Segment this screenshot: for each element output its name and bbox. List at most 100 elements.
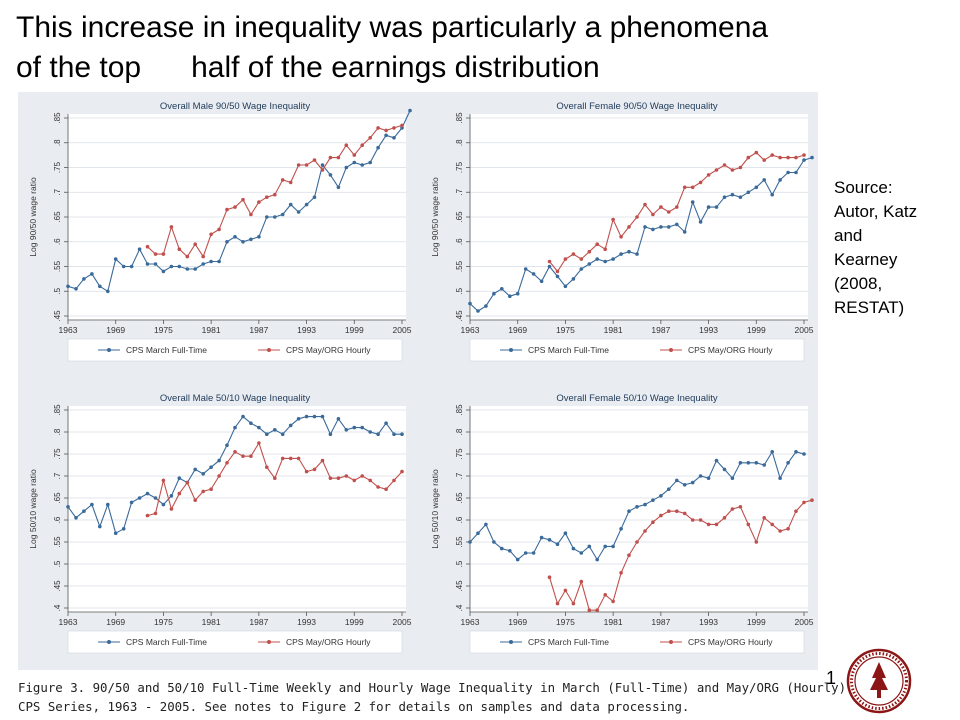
x-tick-label: 1993	[297, 325, 316, 335]
data-point	[360, 474, 365, 478]
y-tick-label: .7	[455, 188, 464, 195]
data-point	[778, 178, 782, 182]
data-point	[690, 185, 695, 190]
data-point	[98, 284, 102, 289]
data-point	[296, 456, 301, 461]
data-point	[400, 126, 404, 130]
data-point	[328, 173, 333, 177]
data-point	[233, 235, 237, 239]
data-point	[296, 417, 301, 421]
data-point	[153, 252, 158, 256]
data-point	[667, 487, 671, 491]
data-point	[368, 160, 373, 165]
legend-label: CPS May/ORG Hourly	[286, 637, 371, 647]
data-point	[611, 257, 615, 261]
data-point	[376, 485, 380, 489]
data-point	[169, 264, 174, 269]
data-point	[698, 220, 703, 224]
data-point	[468, 540, 472, 544]
y-tick-label: .85	[53, 112, 62, 124]
data-point	[754, 461, 759, 465]
legend-marker	[669, 640, 673, 644]
data-point	[722, 516, 727, 520]
data-point	[802, 452, 806, 456]
data-point	[794, 450, 798, 454]
data-point	[802, 153, 806, 157]
data-point	[225, 461, 229, 465]
data-point	[770, 153, 774, 157]
chart-panel-male-50-10: Overall Male 50/10 Wage Inequality .4 .45.…	[20, 386, 412, 668]
data-point	[376, 145, 380, 150]
data-point	[484, 304, 488, 308]
data-point	[257, 200, 261, 204]
x-tick-label: 1975	[154, 325, 173, 335]
data-point	[643, 202, 647, 207]
data-point	[492, 291, 496, 296]
data-point	[730, 476, 735, 480]
data-point	[722, 195, 727, 199]
x-tick-label: 1987	[249, 617, 268, 627]
data-point	[603, 544, 607, 549]
y-tick-label: .55	[455, 260, 464, 272]
legend-box	[67, 630, 403, 654]
data-point	[304, 469, 309, 474]
data-point	[225, 240, 229, 244]
data-point	[539, 279, 544, 284]
data-point	[714, 458, 719, 463]
data-point	[754, 150, 759, 155]
y-tick-label: .6	[455, 516, 464, 523]
data-point	[209, 259, 213, 264]
series-line	[548, 499, 813, 611]
legend-box	[67, 338, 403, 362]
data-point	[320, 458, 325, 463]
data-point	[384, 133, 388, 138]
data-point	[635, 252, 639, 256]
data-point	[619, 252, 623, 256]
y-tick-label: .6	[53, 238, 62, 245]
data-point	[675, 222, 679, 227]
data-point	[651, 520, 655, 524]
data-point	[611, 217, 615, 222]
data-point	[539, 535, 544, 540]
x-tick-label: 1975	[154, 617, 173, 627]
data-point	[312, 467, 317, 472]
data-point	[587, 608, 592, 612]
data-point	[802, 158, 806, 162]
data-point	[635, 215, 639, 219]
data-point	[746, 522, 751, 527]
data-point	[106, 502, 110, 507]
data-point	[74, 516, 78, 520]
data-point	[762, 158, 766, 162]
data-point	[627, 509, 631, 513]
data-point	[233, 425, 237, 430]
data-point	[145, 244, 150, 249]
y-axis-label: Log 90/50 wage ratio	[28, 177, 38, 257]
data-point	[770, 192, 774, 197]
data-point	[129, 500, 134, 505]
x-tick-label: 1975	[556, 325, 575, 335]
chart-title: Overall Male 90/50 Wage Inequality	[160, 101, 310, 112]
data-point	[508, 294, 512, 298]
data-point	[209, 487, 213, 491]
data-point	[145, 491, 150, 496]
data-point	[595, 257, 599, 261]
data-point	[667, 509, 671, 513]
data-point	[754, 540, 759, 544]
data-point	[563, 257, 568, 261]
data-point	[786, 527, 790, 531]
data-point	[682, 511, 687, 516]
x-tick-label: 1993	[699, 325, 718, 335]
data-point	[288, 202, 293, 207]
data-point	[722, 163, 727, 167]
data-point	[153, 496, 158, 500]
chart-svg: Overall Female 50/10 Wage Inequality .4 .4…	[422, 386, 814, 668]
data-point	[595, 242, 599, 246]
data-point	[360, 143, 365, 147]
data-point	[762, 463, 766, 467]
y-tick-label: .75	[53, 448, 62, 460]
data-point	[778, 529, 782, 533]
data-point	[280, 178, 285, 182]
data-point	[555, 601, 560, 606]
data-point	[82, 509, 86, 513]
data-point	[555, 274, 560, 279]
